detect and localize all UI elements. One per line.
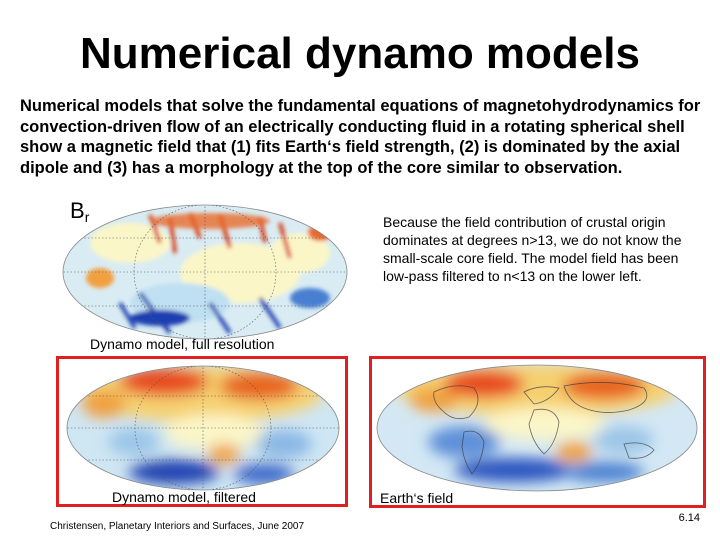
earth-map-frame: [369, 356, 706, 508]
dynamo-filtered-map: [66, 365, 340, 491]
slide-number: 6.14: [678, 512, 700, 524]
field-label-subscript: r: [84, 209, 90, 225]
field-label-base: B: [70, 198, 85, 223]
filter-note: Because the field contribution of crusta…: [383, 214, 682, 284]
field-label: Br: [70, 198, 89, 230]
caption-filtered: Dynamo model, filtered: [112, 489, 256, 505]
filtered-map-frame: [56, 356, 348, 507]
caption-earth-field: Earth‘s field: [380, 490, 454, 506]
intro-paragraph: Numerical models that solve the fundamen…: [20, 97, 701, 177]
dynamo-full-resolution-map: [62, 204, 348, 340]
earth-field-map: [376, 364, 698, 492]
page-title: Numerical dynamo models: [80, 29, 640, 78]
caption-full-resolution: Dynamo model, full resolution: [90, 336, 275, 352]
source-credit: Christensen, Planetary Interiors and Sur…: [50, 521, 305, 532]
